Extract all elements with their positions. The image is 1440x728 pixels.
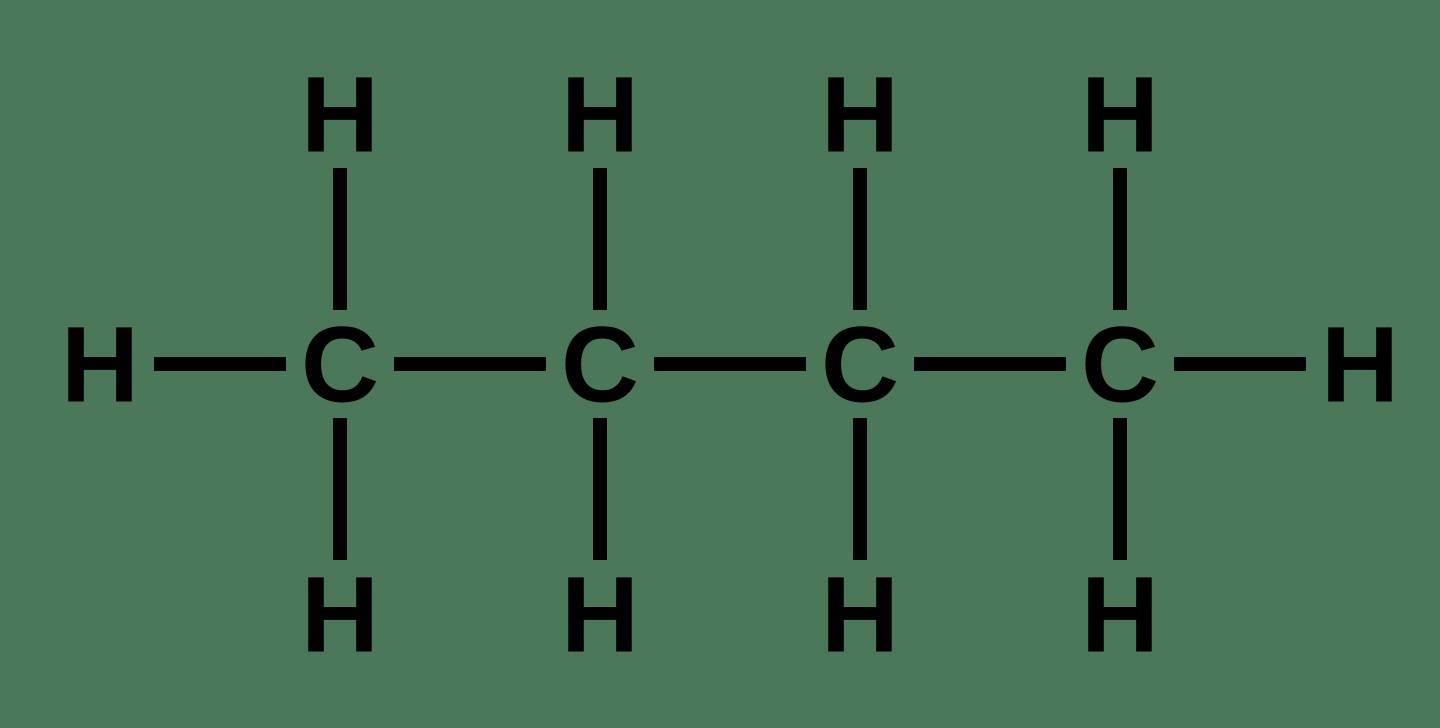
atom-HR: H: [1321, 304, 1399, 425]
atom-H2b: H: [561, 554, 639, 675]
atom-HL: H: [61, 304, 139, 425]
atom-H1t: H: [301, 54, 379, 175]
atom-C3: C: [821, 304, 899, 425]
atom-H4t: H: [1081, 54, 1159, 175]
atom-H3b: H: [821, 554, 899, 675]
atom-H4b: H: [1081, 554, 1159, 675]
atom-C1: C: [301, 304, 379, 425]
molecule-diagram: C C C C H H H H H H H H H H: [0, 0, 1440, 728]
atom-C2: C: [561, 304, 639, 425]
atom-H2t: H: [561, 54, 639, 175]
atom-H3t: H: [821, 54, 899, 175]
atom-C4: C: [1081, 304, 1159, 425]
atom-H1b: H: [301, 554, 379, 675]
